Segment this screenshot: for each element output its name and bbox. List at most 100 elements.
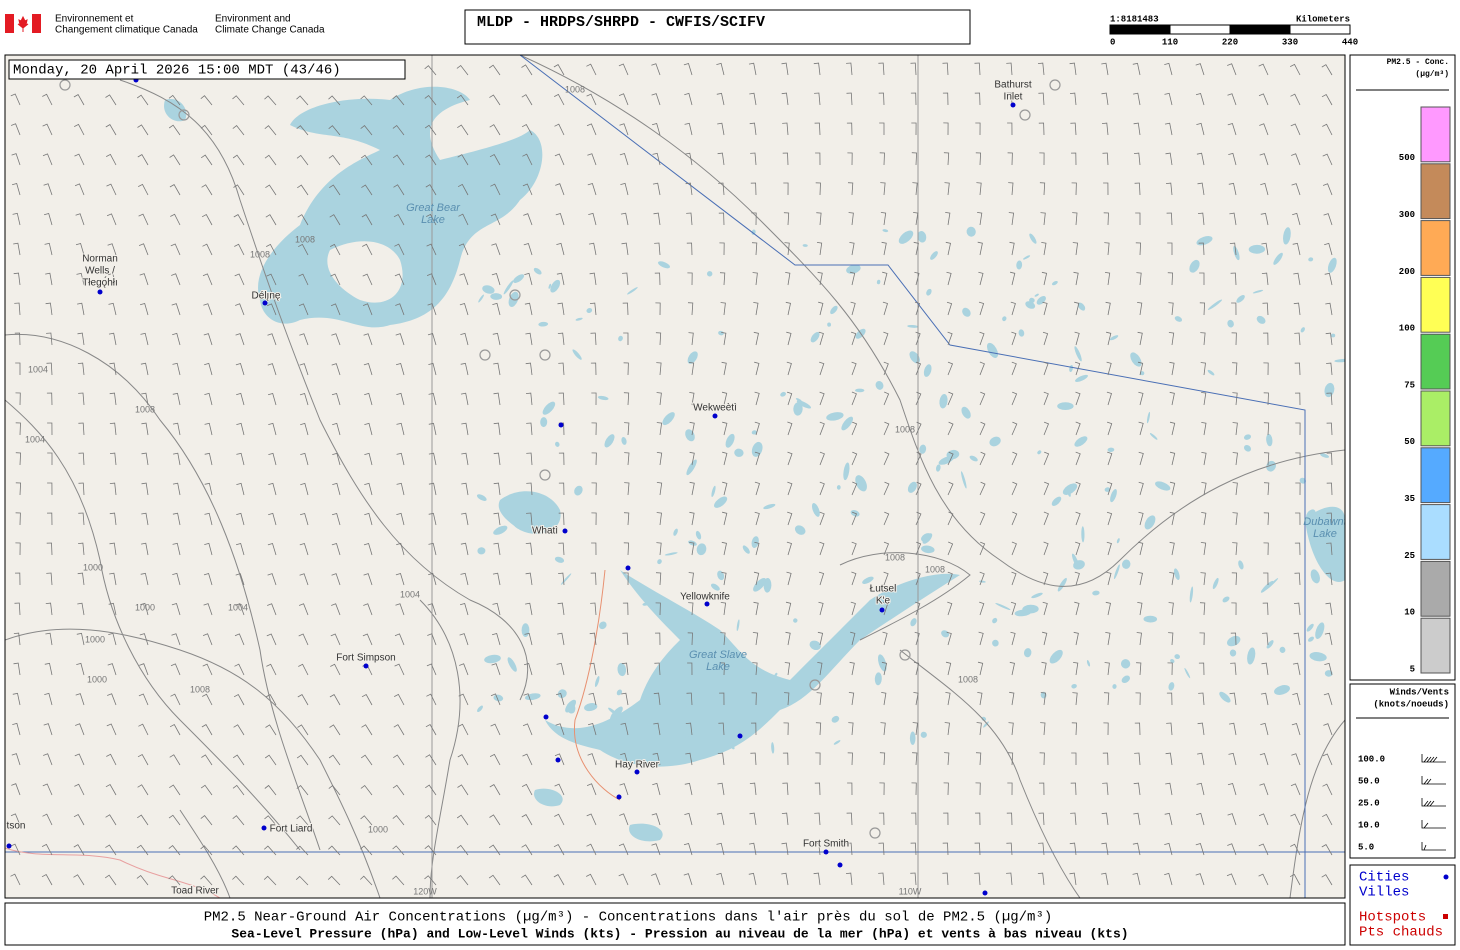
wind-barb	[426, 273, 437, 286]
small-lake	[1227, 635, 1241, 647]
wind-barb	[78, 542, 85, 556]
wind-barb	[978, 631, 984, 646]
small-lake	[540, 417, 548, 428]
place-label: Wells /	[85, 266, 115, 277]
wind-barb	[1009, 661, 1015, 676]
small-lake	[1031, 592, 1043, 599]
wind-barb	[456, 94, 469, 106]
wind-barb	[721, 332, 727, 346]
wind-barb	[424, 814, 437, 826]
wind-barb	[1290, 63, 1301, 76]
wind-barb	[392, 95, 405, 106]
small-lake	[513, 520, 529, 530]
wind-barb	[652, 752, 661, 766]
wind-barb	[363, 333, 373, 346]
wind-barb	[591, 512, 597, 526]
wind-barb	[426, 213, 437, 226]
wind-barb	[1321, 874, 1333, 886]
wind-barb	[1073, 662, 1079, 676]
wind-barb	[329, 694, 341, 706]
wind-barb	[521, 123, 533, 136]
wind-barb	[331, 333, 341, 346]
small-lake	[1283, 227, 1291, 245]
legend-value: 25	[1404, 551, 1415, 561]
wind-barb	[914, 631, 920, 646]
wind-barb	[752, 662, 758, 676]
wind-barb	[558, 512, 565, 526]
wind-barb	[882, 601, 889, 616]
wind-barb	[620, 752, 629, 766]
wind-barb	[914, 271, 920, 286]
wind-barb	[45, 272, 53, 286]
wind-barb	[492, 602, 501, 616]
wind-barb	[394, 633, 405, 646]
wind-barb	[328, 815, 341, 826]
small-lake	[910, 618, 917, 627]
wind-barb	[1295, 482, 1301, 496]
legend-value: 100	[1399, 324, 1415, 334]
wind-barb	[754, 421, 760, 436]
wind-barb	[1042, 301, 1048, 316]
wind-barb	[461, 512, 469, 526]
wind-barb	[200, 95, 213, 106]
wind-barb	[1322, 153, 1333, 166]
wind-barb	[1006, 872, 1013, 886]
wind-barb	[1232, 542, 1238, 556]
wind-barb	[12, 692, 21, 706]
wind-barb	[912, 182, 918, 196]
wind-barb	[236, 452, 245, 466]
wind-barb	[1164, 812, 1173, 826]
wind-barb	[364, 452, 373, 466]
wind-barb	[1009, 691, 1015, 706]
wind-barb	[750, 182, 757, 196]
wind-barb	[137, 784, 149, 796]
wind-barb	[1136, 662, 1142, 676]
wind-barb	[330, 663, 341, 676]
wind-barb	[915, 391, 922, 406]
wind-barb	[328, 154, 341, 166]
small-lake	[731, 745, 735, 750]
wind-barb	[296, 815, 309, 826]
wind-barb	[1037, 62, 1045, 76]
wind-barb	[753, 601, 759, 616]
small-lake	[846, 264, 861, 274]
small-lake	[810, 332, 820, 343]
wind-barb	[685, 752, 693, 766]
wind-barb	[1101, 62, 1109, 76]
wind-speed: 5.0	[1358, 842, 1374, 852]
wind-barb	[1167, 272, 1174, 286]
wind-barb	[14, 602, 21, 616]
wind-barb	[1262, 302, 1269, 316]
small-lake	[1018, 329, 1025, 337]
wind-barb	[718, 182, 725, 196]
wind-barb	[881, 241, 887, 256]
legend-value: 75	[1404, 380, 1415, 390]
wind-barb	[201, 184, 213, 196]
isobar-label: 1000	[87, 674, 107, 684]
wind-barb	[78, 452, 85, 466]
small-lake	[1243, 444, 1252, 452]
wind-barb	[107, 243, 117, 256]
wind-barb	[424, 875, 437, 886]
wind-barb	[77, 602, 85, 616]
wind-barb	[851, 481, 858, 496]
wind-barb	[233, 693, 245, 706]
map-circle	[1049, 79, 1061, 91]
small-lake	[503, 280, 514, 295]
wind-barb	[621, 662, 629, 676]
wind-barb	[1070, 152, 1077, 166]
wind-barb	[489, 784, 501, 796]
wind-barb	[656, 512, 662, 526]
wind-barb	[751, 692, 757, 706]
wind-barb	[719, 692, 725, 706]
isobar-label: 1004	[228, 602, 248, 612]
wind-barb	[268, 452, 277, 466]
wind-barb	[491, 243, 501, 256]
small-lake	[1244, 434, 1251, 440]
wind-barb	[1289, 873, 1301, 886]
city-dot	[261, 825, 267, 831]
wind-speed: 50.0	[1358, 776, 1380, 786]
wind-barb	[1324, 272, 1333, 286]
city-dot	[543, 714, 549, 720]
small-lake	[1331, 333, 1336, 338]
